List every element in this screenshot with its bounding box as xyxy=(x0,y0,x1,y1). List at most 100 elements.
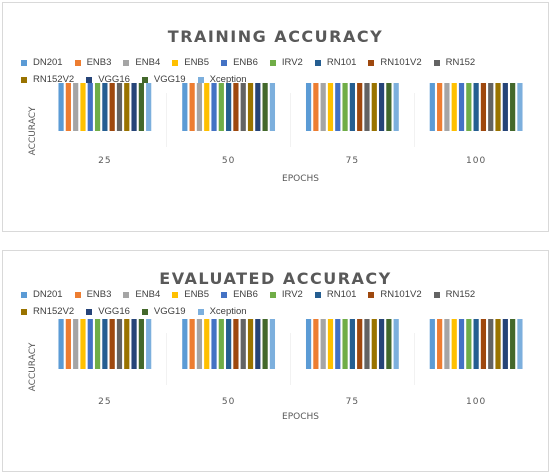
legend-swatch xyxy=(86,308,93,315)
legend-item: ENB3 xyxy=(74,57,112,68)
bar-rn101-75 xyxy=(349,83,355,131)
bar-irv2-25 xyxy=(94,83,101,131)
bar-enb4-75 xyxy=(320,319,326,369)
bar-enb6-75 xyxy=(335,319,341,369)
bar-rn152-75 xyxy=(364,83,370,131)
legend-swatch xyxy=(269,291,276,298)
legend-label: ENB4 xyxy=(135,289,161,300)
legend-swatch xyxy=(368,59,375,66)
legend-label: VGG16 xyxy=(98,74,130,85)
legend-label: RN101 xyxy=(326,289,357,300)
legend-label: VGG19 xyxy=(153,74,186,85)
bar-rn101v2-25 xyxy=(109,83,115,132)
legend-swatch xyxy=(433,59,440,66)
bar-dn201-75 xyxy=(305,83,312,131)
bar-rn101-100 xyxy=(473,83,479,131)
legend-item: ENB6 xyxy=(221,289,258,300)
bar-rn152-50 xyxy=(240,83,246,132)
legend-item: RN152 xyxy=(433,57,476,68)
x-axis-label: EPOCHS xyxy=(282,412,319,422)
bar-rn152v2-50 xyxy=(247,83,254,131)
bar-rn101-50 xyxy=(226,319,232,369)
legend-swatch xyxy=(21,308,27,315)
legend-item: RN152V2 xyxy=(21,306,74,317)
legend-label: ENB3 xyxy=(86,57,112,68)
legend-item: RN101 xyxy=(314,57,356,68)
legend-swatch xyxy=(197,308,204,315)
legend-label: RN152V2 xyxy=(33,306,75,317)
legend: DN201 ENB3 ENB4 ENB5 ENB6 IRV2 RN101 RN101V2 RN1… xyxy=(21,57,541,91)
bar-vgg19-50 xyxy=(262,83,268,131)
bar-dn201-100 xyxy=(429,83,435,132)
bar-rn101-50 xyxy=(226,83,232,132)
legend-item: VGG19 xyxy=(141,74,186,85)
bar-dn201-75 xyxy=(305,319,312,369)
bar-enb3-25 xyxy=(65,83,71,131)
x-tick-label: 50 xyxy=(222,156,235,166)
bar-enb6-100 xyxy=(458,319,465,369)
legend-swatch xyxy=(221,59,228,66)
bar-enb3-100 xyxy=(437,83,443,131)
y-axis-label: ACCURACY xyxy=(28,342,38,391)
x-tick-label: 75 xyxy=(346,397,359,407)
x-tick-label: 25 xyxy=(98,156,111,166)
legend-swatch xyxy=(221,291,228,298)
legend-item: IRV2 xyxy=(269,289,303,300)
legend-item: RN152 xyxy=(433,289,476,300)
bar-enb3-50 xyxy=(189,83,195,131)
bar-dn201-25 xyxy=(58,83,64,131)
bar-enb3-75 xyxy=(313,319,319,369)
legend-label: RN152 xyxy=(445,289,476,300)
legend-swatch xyxy=(141,76,148,83)
bar-irv2-50 xyxy=(218,83,224,131)
bar-enb4-75 xyxy=(320,83,326,131)
bar-irv2-100 xyxy=(466,83,472,131)
x-axis-label: EPOCHS xyxy=(282,174,319,184)
bar-enb5-75 xyxy=(327,83,334,131)
bar-rn101v2-50 xyxy=(233,319,239,369)
bar-xception-75 xyxy=(393,319,399,369)
bar-vgg16-100 xyxy=(502,83,508,131)
legend-swatch xyxy=(368,291,375,298)
bar-enb4-25 xyxy=(73,83,79,131)
legend-item: RN101V2 xyxy=(368,289,422,300)
legend-item: ENB5 xyxy=(172,289,209,300)
bar-enb4-50 xyxy=(196,319,203,369)
legend-label: DN201 xyxy=(33,57,63,68)
bar-rn152-100 xyxy=(488,319,494,369)
legend-item: Xception xyxy=(197,74,247,85)
bar-enb5-50 xyxy=(204,319,210,369)
bar-rn152-50 xyxy=(240,319,246,369)
legend-label: ENB6 xyxy=(233,57,258,68)
legend-label: RN152 xyxy=(445,57,476,68)
bar-enb5-75 xyxy=(327,319,334,369)
bar-xception-50 xyxy=(269,83,276,132)
bar-rn101v2-50 xyxy=(233,83,239,131)
legend-item: ENB3 xyxy=(74,289,111,300)
bar-xception-25 xyxy=(146,83,152,131)
legend-item: ENB4 xyxy=(123,289,160,300)
legend-label: DN201 xyxy=(33,289,63,300)
bar-xception-75 xyxy=(393,83,399,131)
x-tick-label: 100 xyxy=(466,397,486,407)
legend-item: ENB4 xyxy=(123,57,160,68)
bar-vgg19-75 xyxy=(386,83,392,131)
bar-irv2-25 xyxy=(94,319,101,369)
x-tick-label: 75 xyxy=(346,156,359,166)
legend-item: DN201 xyxy=(21,57,63,68)
legend-label: RN101V2 xyxy=(380,57,422,68)
legend-item: VGG16 xyxy=(86,74,130,85)
bar-rn101-25 xyxy=(102,83,108,131)
bar-rn152v2-100 xyxy=(495,319,501,369)
bar-vgg19-100 xyxy=(510,319,516,369)
plot-area: 0.910.980.870.910.840.920.870.810.850.78… xyxy=(28,319,523,422)
legend-swatch xyxy=(74,291,81,298)
bar-enb4-25 xyxy=(73,319,79,369)
x-tick-label: 50 xyxy=(222,397,235,407)
bar-dn201-50 xyxy=(182,83,188,131)
legend-swatch xyxy=(314,291,321,298)
legend-swatch xyxy=(314,59,321,66)
bar-rn101v2-100 xyxy=(480,319,487,369)
bar-vgg19-75 xyxy=(386,319,392,369)
legend-item: IRV2 xyxy=(269,57,303,68)
